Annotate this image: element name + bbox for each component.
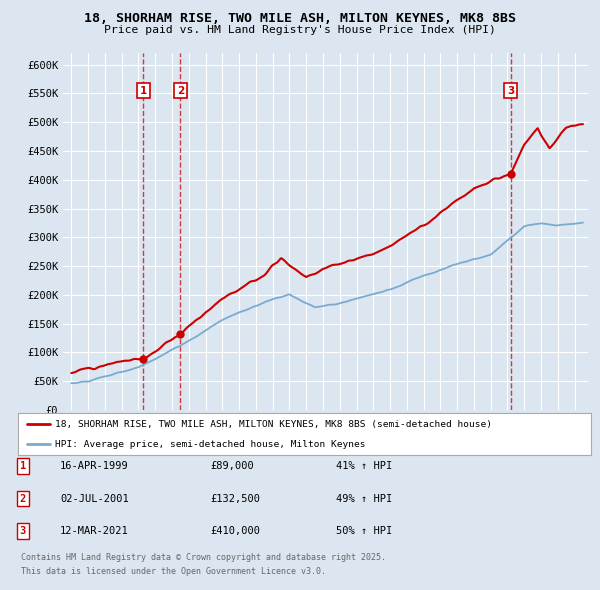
Text: £410,000: £410,000 xyxy=(210,526,260,536)
Text: Price paid vs. HM Land Registry's House Price Index (HPI): Price paid vs. HM Land Registry's House … xyxy=(104,25,496,35)
Text: £89,000: £89,000 xyxy=(210,461,254,471)
Text: 12-MAR-2021: 12-MAR-2021 xyxy=(60,526,129,536)
Text: HPI: Average price, semi-detached house, Milton Keynes: HPI: Average price, semi-detached house,… xyxy=(55,440,366,448)
Text: 50% ↑ HPI: 50% ↑ HPI xyxy=(336,526,392,536)
Text: 2: 2 xyxy=(20,494,26,503)
Text: 16-APR-1999: 16-APR-1999 xyxy=(60,461,129,471)
Text: 18, SHORHAM RISE, TWO MILE ASH, MILTON KEYNES, MK8 8BS: 18, SHORHAM RISE, TWO MILE ASH, MILTON K… xyxy=(84,12,516,25)
Text: 1: 1 xyxy=(140,86,147,96)
Text: 41% ↑ HPI: 41% ↑ HPI xyxy=(336,461,392,471)
Text: Contains HM Land Registry data © Crown copyright and database right 2025.
This d: Contains HM Land Registry data © Crown c… xyxy=(21,553,386,576)
Text: 3: 3 xyxy=(507,86,514,96)
Text: 18, SHORHAM RISE, TWO MILE ASH, MILTON KEYNES, MK8 8BS (semi-detached house): 18, SHORHAM RISE, TWO MILE ASH, MILTON K… xyxy=(55,420,492,429)
Text: 49% ↑ HPI: 49% ↑ HPI xyxy=(336,494,392,503)
Text: 02-JUL-2001: 02-JUL-2001 xyxy=(60,494,129,503)
Text: 1: 1 xyxy=(20,461,26,471)
Text: 2: 2 xyxy=(177,86,184,96)
Text: £132,500: £132,500 xyxy=(210,494,260,503)
Text: 3: 3 xyxy=(20,526,26,536)
